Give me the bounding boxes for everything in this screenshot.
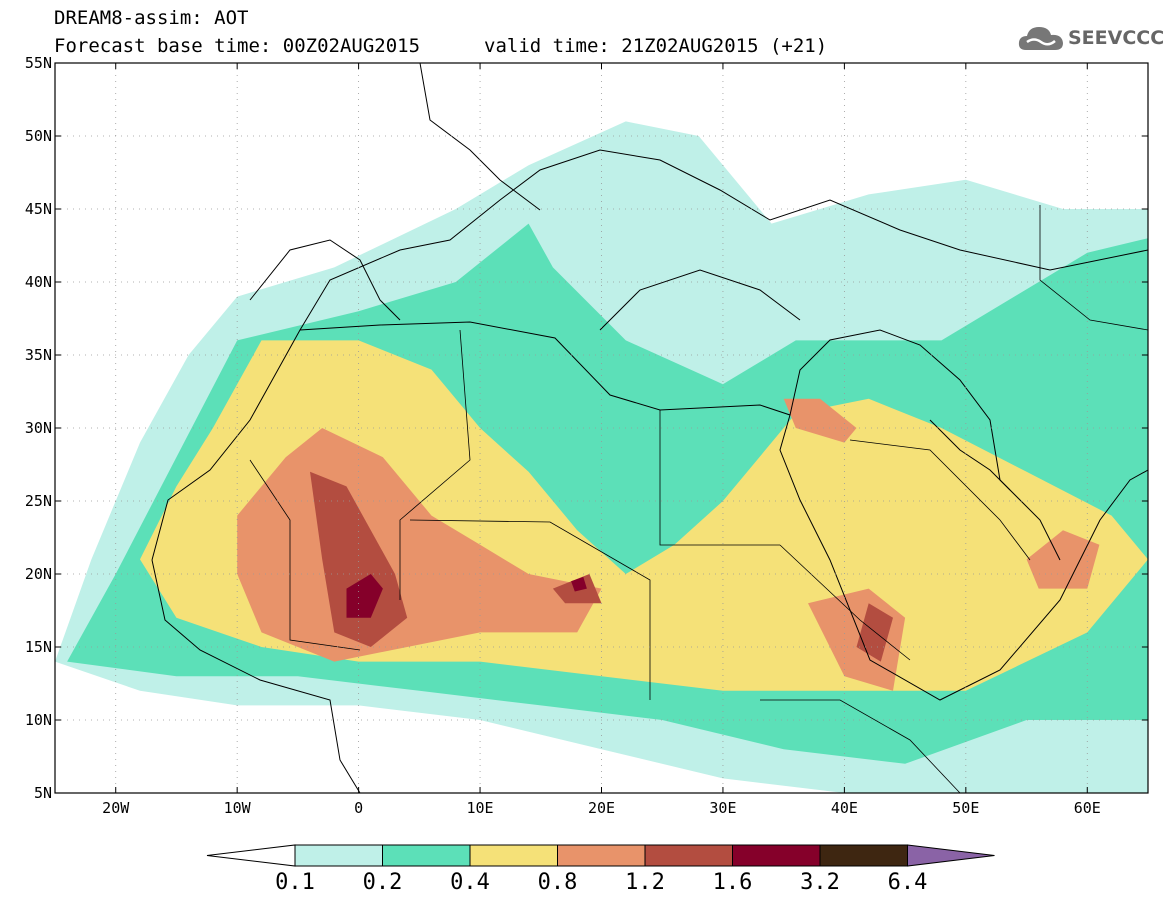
colorbar-label: 0.1 xyxy=(275,870,315,895)
coastline xyxy=(789,329,1061,561)
border xyxy=(849,439,1031,561)
y-tick-label: 20N xyxy=(25,565,52,583)
colorbar-label: 0.2 xyxy=(362,870,403,895)
colorbar-swatch xyxy=(557,844,646,867)
x-tick-label: 0 xyxy=(354,799,363,817)
coastline xyxy=(249,239,401,321)
forecast-base-time: Forecast base time: 00Z02AUG2015 xyxy=(54,35,421,57)
seevccc-logo: SEEVCCC xyxy=(1018,24,1164,52)
aot-region-4 xyxy=(783,398,857,443)
border xyxy=(1039,205,1148,331)
y-tick-label: 30N xyxy=(25,419,52,437)
y-tick-label: 50N xyxy=(25,127,52,145)
border xyxy=(659,410,780,546)
x-tick-label: 10W xyxy=(224,799,252,817)
y-tick-label: 55N xyxy=(25,54,52,72)
coastline xyxy=(299,149,1148,331)
colorbar-swatch xyxy=(644,844,733,867)
x-tick-label: 10E xyxy=(467,799,494,817)
aot-region-11 xyxy=(571,576,587,592)
x-tick-label: 40E xyxy=(831,799,858,817)
colorbar-swatch xyxy=(819,844,908,867)
colorbar-swatch xyxy=(469,844,558,867)
border xyxy=(779,544,911,661)
coastline xyxy=(929,419,1011,491)
colorbar-swatch xyxy=(382,844,471,867)
y-tick-label: 10N xyxy=(25,711,52,729)
colorbar-over-arrow xyxy=(907,844,995,867)
y-tick-label: 25N xyxy=(25,492,52,510)
aot-region-7 xyxy=(310,471,408,647)
coastline xyxy=(599,269,801,331)
x-tick-label: 20E xyxy=(588,799,615,817)
x-tick-label: 20W xyxy=(102,799,130,817)
colorbar-label: 6.4 xyxy=(887,870,928,895)
map-title: DREAM8-assim: AOT xyxy=(54,7,249,29)
y-tick-label: 15N xyxy=(25,638,52,656)
colorbar-under-arrow xyxy=(206,844,296,867)
border xyxy=(409,519,651,700)
aot-region-10 xyxy=(346,574,383,618)
border xyxy=(249,459,361,651)
y-tick-label: 40N xyxy=(25,273,52,291)
coastline xyxy=(151,559,361,793)
colorbar-swatch xyxy=(294,844,383,867)
coastline xyxy=(151,321,1148,701)
colorbar-label: 1.2 xyxy=(625,870,665,895)
colorbar-label: 0.8 xyxy=(537,870,578,895)
colorbar-label: 1.6 xyxy=(712,870,753,895)
logo-text: SEEVCCC xyxy=(1068,27,1165,49)
x-tick-label: 30E xyxy=(709,799,736,817)
colorbar-label: 3.2 xyxy=(800,870,840,895)
y-tick-label: 45N xyxy=(25,200,52,218)
border xyxy=(399,329,471,600)
colorbar-label: 0.4 xyxy=(450,870,490,895)
y-tick-label: 5N xyxy=(34,784,52,802)
valid-time: valid time: 21Z02AUG2015 (+21) xyxy=(484,35,828,57)
y-tick-label: 35N xyxy=(25,346,52,364)
border xyxy=(760,699,961,793)
x-tick-label: 60E xyxy=(1074,799,1101,817)
cloud-icon xyxy=(1018,27,1063,50)
x-tick-label: 50E xyxy=(952,799,979,817)
colorbar-swatch xyxy=(732,844,821,867)
coastline xyxy=(419,63,541,211)
